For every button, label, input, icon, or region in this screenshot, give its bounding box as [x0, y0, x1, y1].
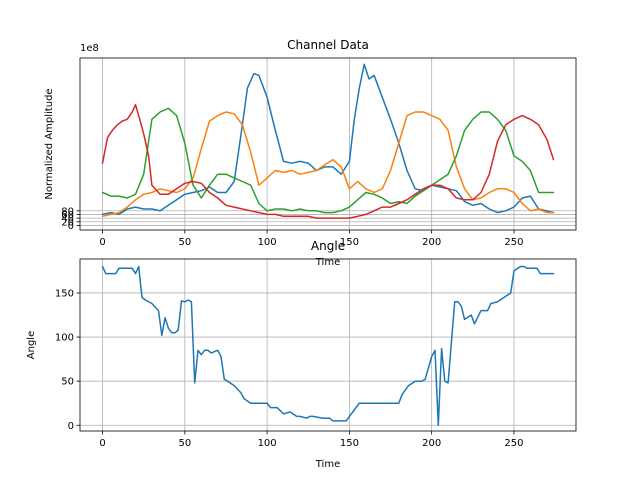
- angle-xtick-label: 200: [422, 438, 441, 449]
- channel-data-ytick-label: 20: [61, 217, 74, 228]
- channel-data-series: [101, 63, 555, 219]
- channel-data-xtick-label: 250: [504, 237, 523, 248]
- channel-data-grid: [80, 58, 576, 230]
- channel-data-ytick-label: 0: [68, 221, 74, 232]
- angle-ytick-label: 100: [55, 333, 74, 344]
- channel-data-xtick-label: 50: [178, 237, 191, 248]
- angle-ytick-label: 50: [61, 377, 74, 388]
- angle-xlabel: Time: [315, 459, 340, 470]
- channel-data-xtick-label: 0: [99, 237, 105, 248]
- angle-frame: [79, 258, 577, 432]
- channel-data-series-line-2: [101, 111, 555, 218]
- channel-data-ytick-label: 60: [61, 210, 74, 221]
- angle-xtick-label: 100: [258, 438, 277, 449]
- channel-data-offset-text: 1e8: [80, 43, 99, 54]
- channel-data-xlabel: Time: [315, 257, 340, 268]
- angle-xtick-label: 250: [504, 438, 523, 449]
- angle-xtick-label: 150: [340, 438, 359, 449]
- channel-data-xtick-label: 150: [340, 237, 359, 248]
- angle-ticks: 0 50 100 150 200 250 0 50 100 150: [55, 288, 524, 449]
- angle-ylabel: Angle: [26, 331, 37, 359]
- channel-data-ylabel: Normalized Amplitude: [44, 88, 55, 199]
- angle-series: [101, 265, 555, 427]
- angle-axes: 0 50 100 150 200 250 0 50 100 150 Angle Time Angl…: [26, 239, 577, 470]
- angle-grid: [80, 259, 576, 431]
- channel-data-title: Channel Data: [287, 38, 369, 52]
- channel-data-xtick-label: 100: [258, 237, 277, 248]
- channel-data-frame: [79, 57, 577, 231]
- channel-data-series-line-3: [101, 107, 555, 214]
- angle-ytick-label: 150: [55, 288, 74, 299]
- channel-data-ytick-label: 40: [61, 214, 74, 225]
- channel-data-xtick-label: 200: [422, 237, 441, 248]
- angle-title: Angle: [311, 239, 345, 253]
- channel-data-series-line-4: [101, 103, 555, 219]
- channel-data-series-line-1: [101, 63, 555, 216]
- channel-data-ytick-label: 80: [61, 206, 74, 217]
- angle-xtick-label: 0: [99, 438, 105, 449]
- angle-ytick-label: 0: [68, 421, 74, 432]
- angle-series-line-1: [101, 265, 555, 427]
- angle-xtick-label: 50: [178, 438, 191, 449]
